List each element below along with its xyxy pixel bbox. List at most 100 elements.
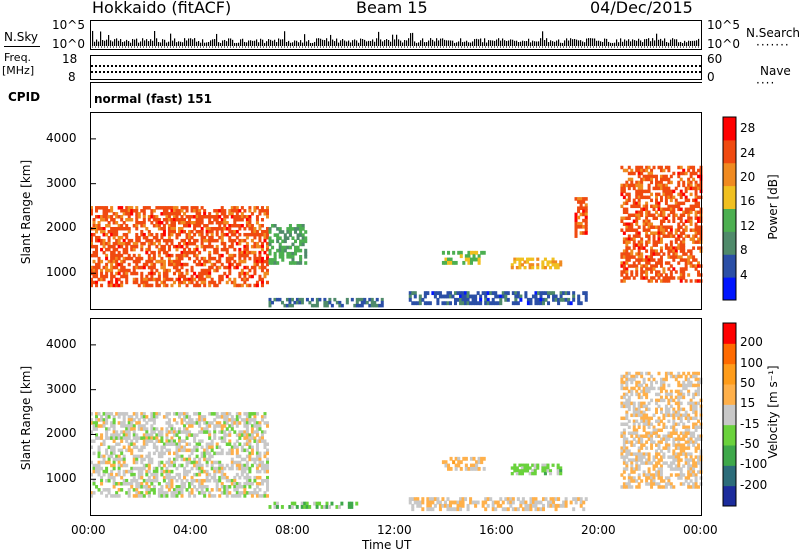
velocity-echo-cell xyxy=(235,485,239,489)
power-echo-cell xyxy=(90,206,94,210)
velocity-echo-cell xyxy=(225,494,229,498)
power-echo-cell xyxy=(301,227,305,231)
power-echo-cell xyxy=(642,228,646,232)
power-echo-cell xyxy=(687,255,691,259)
power-echo-cell xyxy=(253,229,257,234)
velocity-echo-cell xyxy=(694,416,698,421)
velocity-echo-cell xyxy=(195,472,199,477)
velocity-echo-cell xyxy=(667,476,671,480)
velocity-echo-cell xyxy=(115,472,119,477)
power-echo-cell xyxy=(687,183,691,188)
power-echo-cell xyxy=(198,277,202,282)
velocity-echo-cell xyxy=(147,433,151,437)
velocity-echo-cell xyxy=(132,427,136,431)
power-echo-cell xyxy=(195,218,199,222)
velocity-echo-cell xyxy=(152,418,156,422)
power-echo-cell xyxy=(682,276,686,280)
power-echo-cell xyxy=(647,228,651,232)
power-echo-cell xyxy=(627,192,631,197)
power-echo-cell xyxy=(687,273,691,277)
velocity-echo-cell xyxy=(337,505,341,509)
power-echo-cell xyxy=(200,271,204,276)
power-echo-cell xyxy=(635,216,639,221)
power-echo-cell xyxy=(228,212,232,216)
power-echo-cell xyxy=(467,250,471,255)
power-echo-cell xyxy=(514,297,518,302)
power-echo-cell xyxy=(669,204,673,209)
power-echo-cell xyxy=(640,177,644,182)
velocity-echo-cell xyxy=(627,404,631,409)
power-echo-cell xyxy=(122,265,126,270)
power-echo-cell xyxy=(679,249,683,253)
velocity-echo-cell xyxy=(679,467,683,471)
velocity-echo-cell xyxy=(687,467,691,471)
velocity-echo-cell xyxy=(180,494,184,498)
power-echo-cell xyxy=(684,252,688,256)
velocity-echo-cell xyxy=(657,443,661,447)
velocity-echo-cell xyxy=(167,424,171,428)
velocity-echo-cell xyxy=(220,463,224,468)
velocity-echo-cell xyxy=(516,507,520,512)
velocity-echo-cell xyxy=(105,494,109,498)
velocity-echo-cell xyxy=(240,463,244,468)
velocity-echo-cell xyxy=(243,485,247,489)
power-echo-cell xyxy=(130,238,134,243)
velocity-echo-cell xyxy=(112,427,116,431)
power-echo-cell xyxy=(659,183,663,188)
velocity-echo-cell xyxy=(220,475,224,480)
velocity-echo-cell xyxy=(205,475,209,480)
velocity-echo-cell xyxy=(657,458,661,462)
velocity-echo-cell xyxy=(198,418,202,422)
power-echo-cell xyxy=(281,248,285,253)
velocity-echo-cell xyxy=(650,383,654,388)
power-echo-cell xyxy=(162,262,166,267)
velocity-echo-cell xyxy=(625,392,629,397)
power-echo-cell xyxy=(157,277,161,282)
power-echo-cell xyxy=(689,237,693,241)
velocity-echo-cell xyxy=(674,413,678,418)
power-echo-cell xyxy=(647,237,651,241)
velocity-echo-cell xyxy=(541,497,546,502)
power-echo-cell xyxy=(223,212,227,216)
velocity-echo-cell xyxy=(625,446,629,450)
power-echo-cell xyxy=(218,265,222,270)
velocity-echo-cell xyxy=(293,501,297,506)
power-echo-cell xyxy=(694,234,698,238)
power-echo-cell xyxy=(157,253,161,258)
power-echo-cell xyxy=(669,246,673,250)
velocity-echo-cell xyxy=(657,452,661,456)
power-echo-cell xyxy=(454,297,458,302)
velocity-echo-cell xyxy=(183,466,187,471)
velocity-echo-cell xyxy=(203,421,207,425)
velocity-echo-cell xyxy=(459,507,463,512)
power-echo-cell xyxy=(642,246,646,250)
velocity-echo-cell xyxy=(669,482,673,486)
power-echo-cell xyxy=(112,274,116,279)
velocity-echo-cell xyxy=(637,422,641,427)
power-echo-cell xyxy=(679,270,683,274)
velocity-echo-cell xyxy=(120,421,124,425)
velocity-echo-cell xyxy=(637,458,641,462)
velocity-echo-cell xyxy=(489,497,493,502)
velocity-echo-cell xyxy=(238,412,242,416)
power-echo-cell xyxy=(238,209,242,213)
power-echo-cell xyxy=(413,301,417,306)
power-echo-cell xyxy=(243,265,247,270)
velocity-echo-cell xyxy=(664,446,668,450)
velocity-echo-cell xyxy=(627,473,631,477)
power-echo-cell xyxy=(368,297,372,302)
power-echo-cell xyxy=(647,183,651,188)
power-echo-cell xyxy=(160,259,164,264)
velocity-echo-cell xyxy=(233,485,237,489)
velocity-echo-cell xyxy=(534,497,538,502)
velocity-echo-cell xyxy=(635,383,639,388)
velocity-echo-cell xyxy=(642,389,646,394)
power-echo-cell xyxy=(162,247,166,252)
power-echo-cell xyxy=(657,270,661,274)
velocity-echo-cell xyxy=(632,419,636,424)
power-echo-cell xyxy=(193,247,197,252)
power-echo-cell xyxy=(669,231,673,235)
power-echo-cell xyxy=(263,271,267,276)
power-echo-cell xyxy=(172,280,176,285)
power-echo-cell xyxy=(245,283,249,288)
